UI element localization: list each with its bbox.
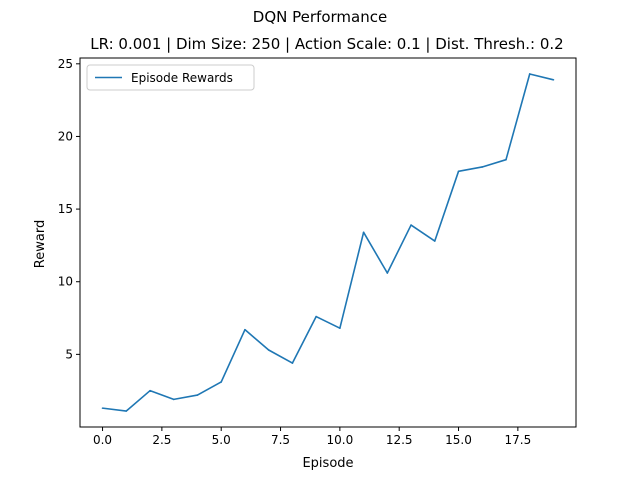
data-point xyxy=(244,328,246,331)
x-tick-label: 12.5 xyxy=(386,433,413,447)
y-tick-label: 10 xyxy=(58,275,73,289)
legend-label: Episode Rewards xyxy=(131,71,233,85)
data-point xyxy=(505,158,507,161)
data-point xyxy=(315,315,317,318)
y-tick-label: 15 xyxy=(58,202,73,216)
data-point xyxy=(433,240,436,242)
data-point xyxy=(220,381,223,383)
data-point xyxy=(267,349,270,351)
x-tick-label: 0.0 xyxy=(93,433,112,447)
x-tick-label: 2.5 xyxy=(152,433,171,447)
data-point xyxy=(149,389,151,392)
y-tick-label: 25 xyxy=(58,57,73,71)
y-axis-label: Reward xyxy=(33,220,48,268)
data-point xyxy=(291,362,294,364)
data-point xyxy=(410,224,412,226)
x-tick-label: 10.0 xyxy=(327,433,354,447)
data-point xyxy=(481,166,484,168)
data-point xyxy=(196,394,199,396)
data-point xyxy=(339,327,341,330)
chart-subtitle: LR: 0.001 | Dim Size: 250 | Action Scale… xyxy=(90,35,563,53)
y-tick-label: 5 xyxy=(65,347,73,361)
plot-frame xyxy=(79,57,577,428)
chart-title: DQN Performance xyxy=(253,8,387,26)
data-point xyxy=(101,407,104,409)
data-point xyxy=(528,73,531,75)
data-point xyxy=(172,398,175,401)
plot-area: 0.0 2.5 5.0 7.5 10.0 12.5 15.0 17.5 5 10 15 20 25 Epi… xyxy=(58,57,577,447)
data-point xyxy=(362,231,365,234)
data-point xyxy=(125,410,128,412)
legend-box xyxy=(86,64,255,91)
x-tick-label: 17.5 xyxy=(504,433,531,447)
data-point xyxy=(552,78,555,81)
x-axis-label: Episode xyxy=(302,456,353,471)
y-tick-label: 20 xyxy=(58,129,73,143)
data-point xyxy=(457,170,460,173)
series-line-episode-rewards xyxy=(102,73,554,412)
data-point xyxy=(386,272,389,274)
x-tick-label: 15.0 xyxy=(445,433,472,447)
x-tick-label: 5.0 xyxy=(212,433,231,447)
x-tick-label: 7.5 xyxy=(271,433,290,447)
